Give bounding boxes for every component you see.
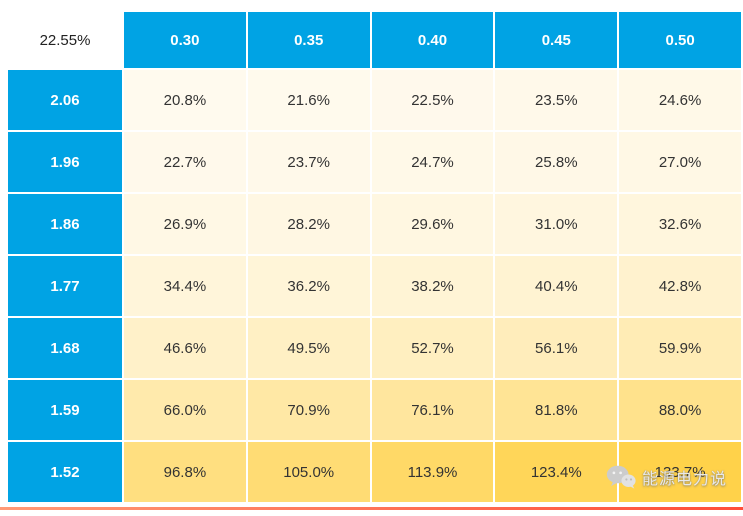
value-cell: 22.7% — [124, 132, 246, 192]
value-cell: 38.2% — [371, 256, 494, 316]
value-cell: 23.7% — [247, 132, 370, 192]
value-cell: 28.2% — [247, 194, 370, 254]
value-cell: 20.8% — [124, 70, 246, 130]
row-header-cell: 2.06 — [8, 70, 122, 130]
value-cell: 96.8% — [124, 442, 246, 502]
value-cell: 24.7% — [371, 132, 494, 192]
row-header-cell: 1.96 — [8, 132, 122, 192]
value-cell: 34.4% — [124, 256, 246, 316]
value-cell: 113.9% — [371, 442, 494, 502]
value-cell: 23.5% — [495, 70, 618, 130]
col-header-cell: 0.40 — [371, 12, 494, 68]
value-cell: 24.6% — [619, 70, 741, 130]
value-cell: 133.7% — [619, 442, 741, 502]
value-cell: 49.5% — [247, 318, 370, 378]
value-cell: 59.9% — [619, 318, 741, 378]
value-cell: 42.8% — [619, 256, 741, 316]
row-header-cell: 1.59 — [8, 380, 122, 440]
value-cell: 25.8% — [495, 132, 618, 192]
value-cell: 40.4% — [495, 256, 618, 316]
corner-label: 22.55% — [8, 12, 122, 68]
value-cell: 27.0% — [619, 132, 741, 192]
value-cell: 76.1% — [371, 380, 494, 440]
value-cell: 70.9% — [247, 380, 370, 440]
value-cell: 32.6% — [619, 194, 741, 254]
value-cell: 46.6% — [124, 318, 246, 378]
value-cell: 81.8% — [495, 380, 618, 440]
value-cell: 26.9% — [124, 194, 246, 254]
value-cell: 21.6% — [247, 70, 370, 130]
row-header-cell: 1.68 — [8, 318, 122, 378]
col-header-cell: 0.45 — [495, 12, 618, 68]
row-header-cell: 1.86 — [8, 194, 122, 254]
value-cell: 123.4% — [495, 442, 618, 502]
col-header-cell: 0.30 — [124, 12, 246, 68]
value-cell: 29.6% — [371, 194, 494, 254]
value-cell: 52.7% — [371, 318, 494, 378]
sensitivity-heatmap-table: 22.55% 0.30 0.35 0.40 0.45 0.50 2.06 20.8% 21.6%… — [8, 12, 741, 502]
footer-divider — [0, 507, 743, 510]
value-cell: 66.0% — [124, 380, 246, 440]
value-cell: 22.5% — [371, 70, 494, 130]
value-cell: 36.2% — [247, 256, 370, 316]
value-cell: 31.0% — [495, 194, 618, 254]
col-header-cell: 0.50 — [619, 12, 741, 68]
row-header-cell: 1.77 — [8, 256, 122, 316]
value-cell: 88.0% — [619, 380, 741, 440]
row-header-cell: 1.52 — [8, 442, 122, 502]
value-cell: 105.0% — [247, 442, 370, 502]
col-header-cell: 0.35 — [247, 12, 370, 68]
value-cell: 56.1% — [495, 318, 618, 378]
